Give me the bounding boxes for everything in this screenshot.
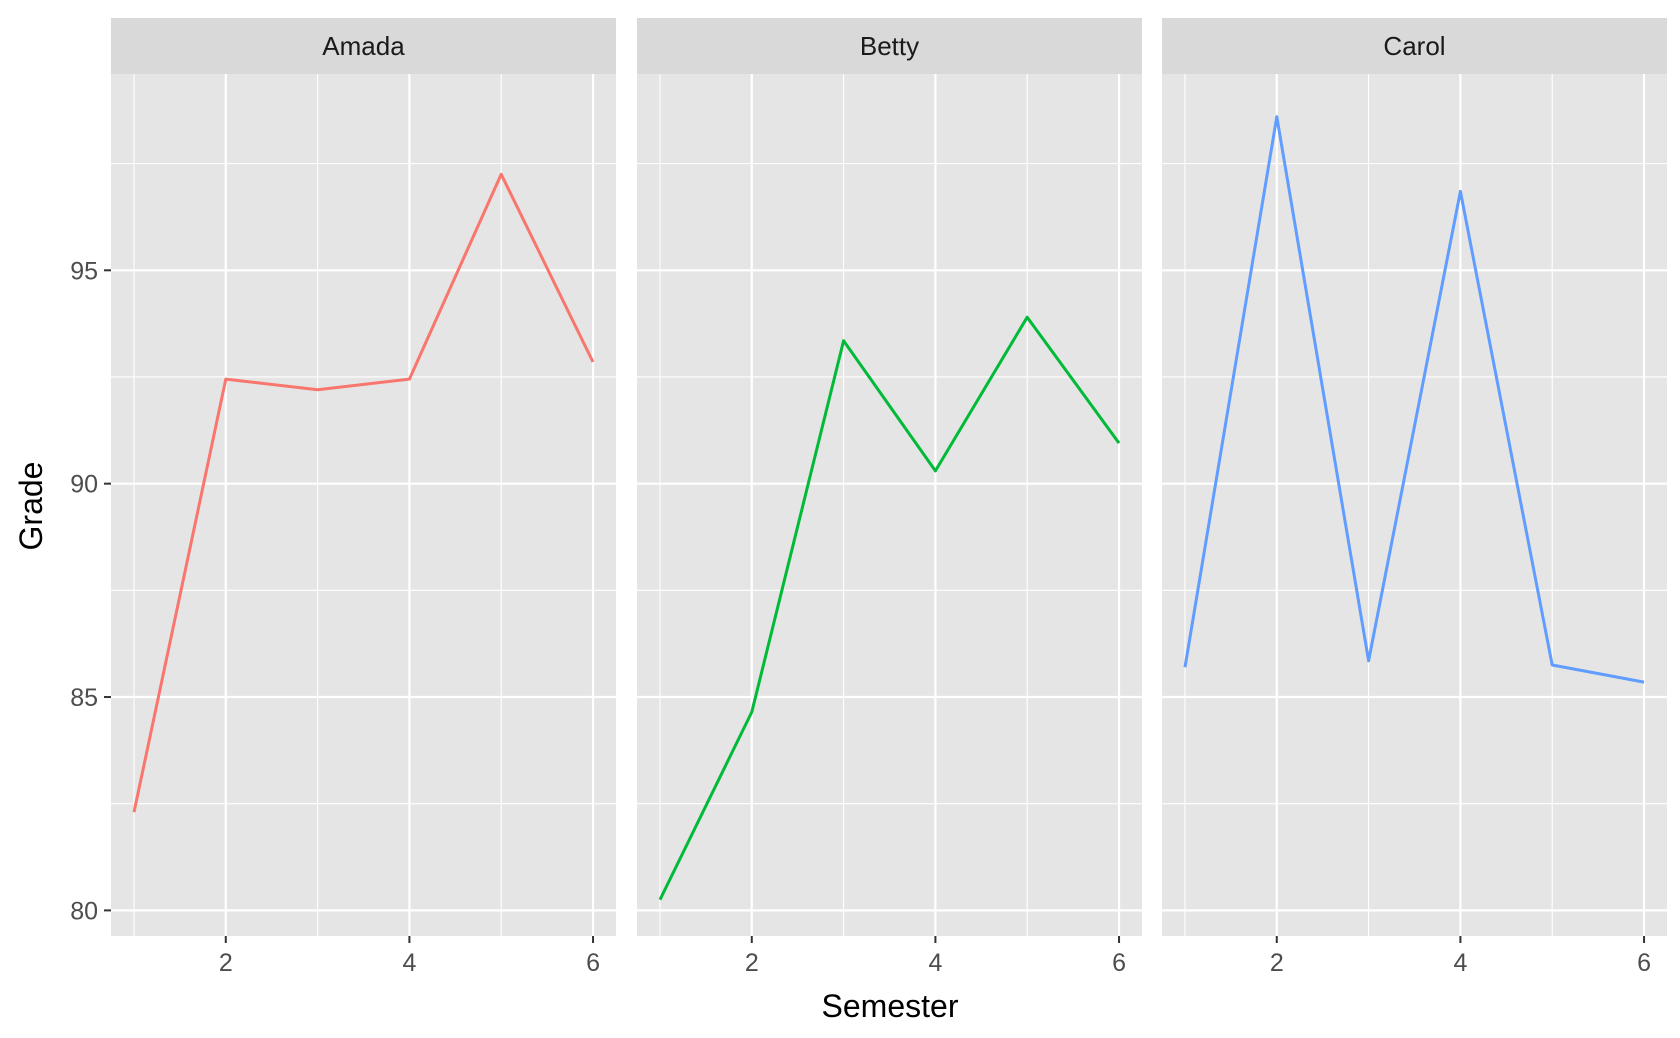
x-tick-label: 2	[745, 949, 759, 977]
x-tick-label: 2	[219, 949, 233, 977]
facet-strip-label: Carol	[1383, 31, 1445, 61]
y-tick-label: 90	[70, 471, 98, 499]
facet-strip-label: Amada	[322, 31, 405, 61]
panel-background	[1162, 74, 1667, 936]
y-tick-label: 95	[70, 257, 98, 285]
y-axis-title: Grade	[13, 462, 49, 551]
x-tick-label: 4	[1453, 949, 1467, 977]
x-tick-label: 4	[928, 949, 942, 977]
y-tick-label: 85	[70, 684, 98, 712]
x-tick-label: 4	[402, 949, 416, 977]
x-tick-label: 6	[586, 949, 600, 977]
x-tick-label: 2	[1270, 949, 1284, 977]
facet-panel-amada: Amada 2 4 6	[111, 18, 616, 977]
facet-panel-carol: Carol 2 4 6	[1162, 18, 1667, 977]
panel-background	[111, 74, 616, 936]
series-line-amada	[132, 172, 595, 813]
x-tick-label: 6	[1112, 949, 1126, 977]
facet-strip	[1162, 18, 1667, 74]
series-line-carol	[1183, 115, 1645, 684]
series-line-betty	[658, 315, 1121, 901]
facet-panel-betty: Betty 2 4 6	[637, 18, 1142, 977]
facet-strip-label: Betty	[860, 31, 919, 61]
y-tick-label: 80	[70, 897, 98, 925]
panel-background	[637, 74, 1142, 936]
facet-strip	[111, 18, 616, 74]
facet-strip	[637, 18, 1142, 74]
x-axis-title: Semester	[822, 988, 959, 1024]
x-tick-label: 6	[1637, 949, 1651, 977]
